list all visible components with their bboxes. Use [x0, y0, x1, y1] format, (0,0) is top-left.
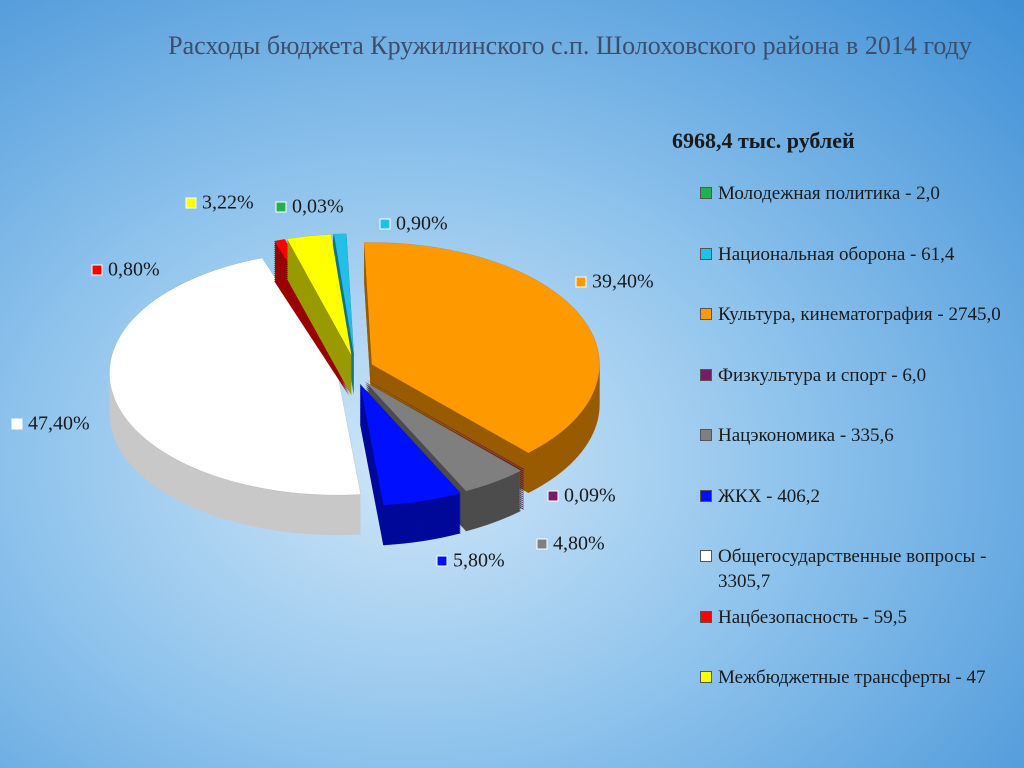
slice-side	[333, 241, 354, 364]
slice-side	[274, 279, 350, 397]
slice-side	[274, 277, 350, 395]
slice-side	[333, 247, 354, 370]
legend-label: Нацэкономика - 335,6	[718, 425, 894, 446]
legend-label: Общегосударственные вопросы - 3305,7	[718, 546, 987, 592]
data-label: 3,22%	[202, 192, 254, 214]
label-swatch	[536, 538, 548, 550]
legend-item: Молодежная политика - 2,0	[700, 181, 1018, 206]
data-label: 0,09%	[564, 485, 616, 507]
data-label: 0,90%	[396, 213, 448, 235]
slice-side	[333, 235, 354, 358]
legend-swatch	[700, 550, 712, 562]
legend-label: ЖКХ - 406,2	[718, 485, 820, 507]
slice	[109, 257, 362, 536]
slice	[359, 383, 462, 546]
slice-side	[333, 245, 354, 368]
label-swatch	[575, 276, 587, 288]
legend-item: Общегосударственные вопросы - 3305,7	[700, 544, 1018, 594]
slice-side	[333, 239, 354, 362]
legend-item: Национальная оборона - 61,4	[700, 242, 1018, 267]
legend-swatch	[700, 610, 712, 623]
data-label: 5,80%	[453, 550, 505, 572]
label-swatch	[185, 197, 197, 209]
legend-label: Физкультура и спорт - 6,0	[718, 364, 927, 386]
slice-side	[274, 275, 350, 393]
data-label: 0,03%	[292, 196, 344, 218]
slice-side	[274, 273, 350, 391]
slice	[363, 242, 600, 494]
legend-swatch	[700, 308, 712, 320]
legend-item: Физкультура и спорт - 6,0	[700, 363, 1018, 388]
slice-top	[367, 380, 525, 470]
legend-swatch	[700, 368, 712, 381]
slice-top	[286, 234, 352, 356]
slice-side	[333, 243, 354, 366]
slice	[286, 234, 352, 396]
legend-label: Культура, кинематография - 2745,0	[718, 304, 1001, 325]
slice-top	[333, 233, 355, 356]
legend-swatch	[700, 187, 712, 199]
legend-swatch	[700, 429, 712, 441]
legend-label: Национальная оборона - 61,4	[718, 243, 955, 265]
slice-top	[363, 242, 600, 454]
label-swatch	[547, 490, 559, 502]
slice-side	[367, 382, 525, 472]
data-label: 4,80%	[553, 533, 605, 555]
legend-item: Нацэкономика - 335,6	[700, 423, 1018, 448]
legend-swatch	[700, 247, 712, 260]
label-swatch	[11, 418, 23, 430]
slice-side	[274, 271, 350, 389]
label-swatch	[275, 201, 287, 213]
legend-label: Межбюджетные трансферты - 47	[718, 667, 986, 688]
label-swatch	[379, 218, 391, 230]
chart-title: Расходы бюджета Кружилинского с.п. Шолох…	[168, 31, 972, 60]
slice-top	[365, 381, 522, 492]
legend-swatch	[700, 671, 712, 683]
legend-label: Молодежная политика - 2,0	[718, 183, 940, 204]
data-label: 0,80%	[108, 259, 160, 281]
data-label: 47,40%	[28, 413, 90, 435]
slice-top	[359, 383, 462, 506]
legend-item: Межбюджетные трансферты - 47	[700, 665, 1018, 690]
legend-swatch	[700, 489, 712, 502]
legend-label: Нацбезопасность - 59,5	[718, 606, 907, 628]
label-swatch	[436, 555, 448, 567]
legend-item: ЖКХ - 406,2	[700, 484, 1018, 509]
slice-side	[333, 237, 354, 360]
pie-chart: 0,03% 0,90% 39,40% 0,09% 4,80% 5,80% 47,40% 0,8…	[11, 191, 654, 572]
chart-subtitle: 6968,4 тыс. рублей	[672, 128, 855, 153]
label-swatch	[91, 264, 103, 276]
legend-item: Культура, кинематография - 2745,0	[700, 302, 1018, 327]
legend-item: Нацбезопасность - 59,5	[700, 605, 1018, 630]
data-label: 39,40%	[592, 271, 654, 293]
